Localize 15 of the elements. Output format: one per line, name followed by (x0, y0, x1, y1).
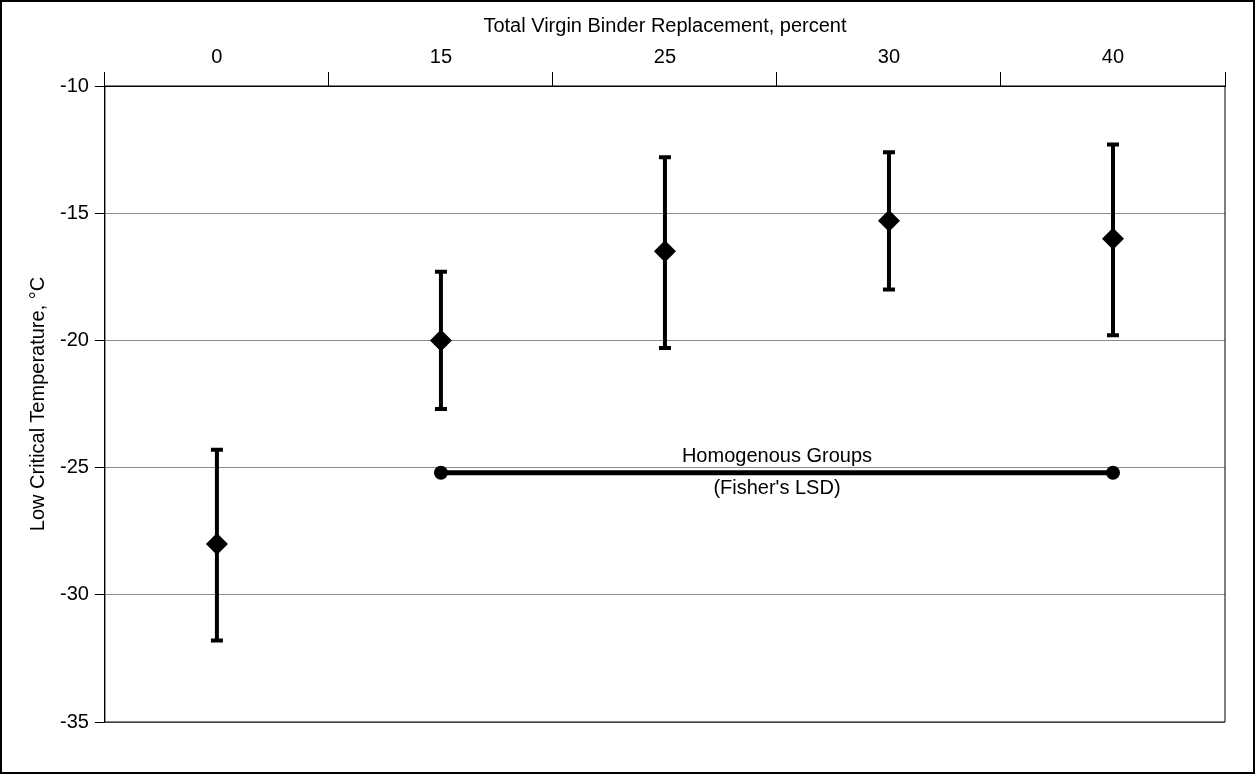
y-tick-label: -20 (60, 327, 89, 350)
y-axis-title: Low Critical Temperature, °C (25, 276, 48, 532)
x-tick-label: 25 (653, 44, 677, 67)
annotation: Homogenous Groups (681, 444, 873, 467)
x-tick-label: 40 (1101, 44, 1125, 67)
y-tick-label: -25 (60, 455, 89, 478)
y-tick-label: -35 (60, 709, 89, 732)
x-axis-title: Total Virgin Binder Replacement, percent (483, 13, 847, 36)
x-tick-label: 15 (429, 44, 453, 67)
x-tick-label: 30 (877, 44, 901, 67)
y-tick-label: -15 (60, 200, 89, 223)
y-tick-label: -10 (60, 73, 89, 96)
annotation: (Fisher's LSD) (713, 476, 841, 499)
x-tick-label: 0 (211, 44, 223, 67)
y-tick-label: -30 (60, 582, 89, 605)
